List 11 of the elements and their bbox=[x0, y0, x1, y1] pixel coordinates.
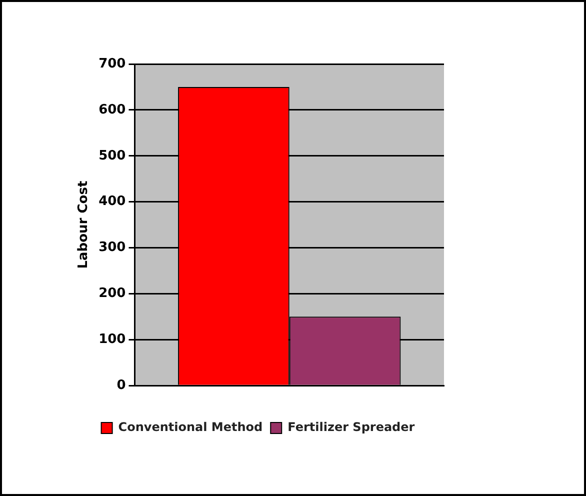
y-tick-label: 300 bbox=[98, 240, 126, 256]
y-tick-label: 600 bbox=[98, 102, 126, 118]
y-tick-label: 100 bbox=[98, 332, 126, 348]
y-tick-label: 200 bbox=[98, 286, 126, 302]
y-axis-title: Labour Cost bbox=[76, 180, 92, 269]
y-tick-label: 400 bbox=[98, 194, 126, 210]
legend-label: Fertilizer Spreader bbox=[288, 420, 415, 434]
y-tick-label: 0 bbox=[116, 378, 126, 393]
y-tick-label: 500 bbox=[98, 148, 126, 164]
y-tick-label: 700 bbox=[98, 56, 126, 72]
legend-label: Conventional Method bbox=[118, 420, 263, 434]
